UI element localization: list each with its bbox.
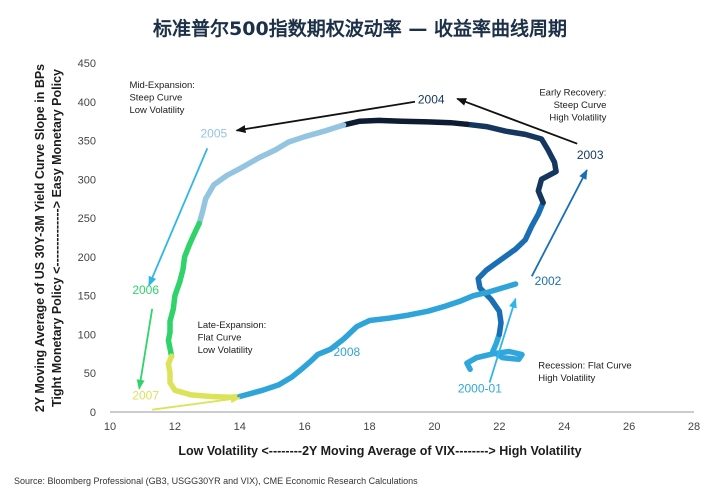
phase-annotation: Recession: Flat Curve High Volatility [538, 361, 631, 385]
y-tick-label: 100 [78, 329, 96, 341]
direction-arrow [152, 395, 241, 411]
series-line-2007 [165, 353, 243, 401]
x-tick-label: 22 [493, 421, 505, 433]
y-tick-label: 0 [90, 407, 96, 419]
series-line-2003 [464, 121, 559, 206]
y-axis-title-line1: 2Y Moving Average of US 30Y-3M Yield Cur… [33, 64, 47, 412]
direction-arrow [136, 308, 154, 390]
label-layer: 2004 2003 2005 2006 2002 2008 2007 2000-01 Mid-E… [129, 80, 631, 403]
x-tick-label: 10 [104, 421, 116, 433]
series-line-2000-01 [464, 331, 525, 373]
y-tick-label: 350 [78, 136, 96, 148]
direction-arrow [488, 297, 517, 383]
year-label-2008: 2008 [333, 345, 360, 359]
series-line-2006 [165, 220, 202, 359]
phase-annotation-line: Low Volatility [129, 105, 184, 116]
y-tick-label: 200 [78, 252, 96, 264]
phase-annotation-line: Late-Expansion: [198, 320, 267, 331]
phase-annotation-line: Mid-Expansion: [129, 80, 194, 91]
direction-arrow [148, 147, 209, 287]
direction-arrow [530, 169, 588, 277]
source-note: Source: Bloomberg Professional (GB3, USG… [14, 476, 418, 486]
y-tick-label: 150 [78, 291, 96, 303]
series-line-2005 [196, 122, 347, 227]
year-label-2005: 2005 [200, 126, 227, 140]
phase-annotation-line: Flat Curve [198, 333, 242, 344]
direction-arrow [456, 97, 578, 145]
x-tick-label: 28 [688, 421, 700, 433]
phase-annotation-line: High Volatility [549, 113, 606, 124]
axes: 10 12 14 16 18 20 22 24 26 28 0 50 100 150 200 250 300 35… [78, 58, 700, 433]
year-label-2002: 2002 [535, 274, 562, 288]
arrow-layer [136, 97, 588, 411]
x-tick-label: 24 [558, 421, 570, 433]
y-axis-title-line2: Tight Monetary Policy <--------------> E… [50, 69, 64, 407]
x-tick-label: 12 [169, 421, 181, 433]
x-tick-label: 14 [234, 421, 246, 433]
phase-annotation-line: Early Recovery: [539, 88, 606, 99]
y-tick-label: 50 [84, 368, 96, 380]
series-line-2002 [475, 199, 546, 338]
phase-annotation: Late-Expansion: Flat Curve Low Volatility [198, 320, 267, 356]
phase-annotation-line: Low Volatility [198, 345, 253, 356]
x-tick-label: 20 [428, 421, 440, 433]
phase-annotation-line: Steep Curve [554, 100, 607, 111]
phase-annotation-line: Steep Curve [129, 92, 182, 103]
x-axis-title: Low Volatility <--------2Y Moving Averag… [178, 444, 581, 458]
series-line-2004 [340, 117, 470, 128]
phase-annotation-line: High Volatility [538, 373, 595, 384]
phase-annotation: Early Recovery: Steep Curve High Volatilit… [539, 88, 606, 124]
x-tick-label: 18 [363, 421, 375, 433]
y-tick-label: 400 [78, 97, 96, 109]
year-label-2007: 2007 [132, 389, 159, 403]
year-label-2004: 2004 [418, 92, 445, 106]
series-layer [165, 117, 559, 401]
year-label-2003: 2003 [577, 148, 604, 162]
y-tick-label: 450 [78, 58, 96, 70]
chart-title: 标准普尔500指数期权波动率 — 收益率曲线周期 [153, 18, 567, 40]
phase-annotation: Mid-Expansion: Steep Curve Low Volatility [129, 80, 194, 116]
year-label-2006: 2006 [132, 283, 159, 297]
series-line-2008 [237, 281, 519, 400]
x-tick-label: 26 [623, 421, 635, 433]
y-tick-label: 300 [78, 174, 96, 186]
y-tick-label: 250 [78, 213, 96, 225]
direction-arrow [235, 100, 416, 133]
year-label-2000-01: 2000-01 [458, 382, 502, 396]
phase-annotation-line: Recession: Flat Curve [538, 361, 631, 372]
x-tick-label: 16 [299, 421, 311, 433]
